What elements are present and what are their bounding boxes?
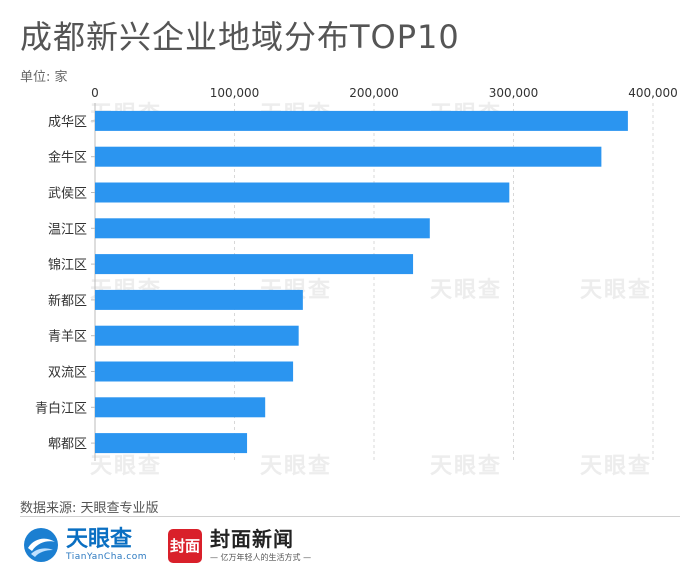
bar bbox=[95, 325, 299, 346]
watermark: 天眼查 bbox=[430, 278, 503, 303]
y-tick-label: 武侯区 bbox=[48, 187, 87, 202]
watermark: 天眼查 bbox=[580, 278, 653, 303]
bar bbox=[95, 110, 628, 131]
watermark: 天眼查 bbox=[90, 454, 163, 479]
y-tick-label: 青白江区 bbox=[35, 400, 87, 416]
bar bbox=[95, 397, 266, 418]
fengmian-logo: 封面 封面新闻 — 亿万年轻人的生活方式 — bbox=[168, 528, 311, 563]
tianyancha-name: 天眼查 bbox=[66, 527, 133, 552]
tianyancha-url: TianYanCha.com bbox=[66, 552, 148, 562]
watermark: 天眼查 bbox=[430, 454, 503, 479]
watermark: 天眼查 bbox=[580, 454, 653, 479]
x-tick-label: 0 bbox=[91, 86, 99, 100]
y-tick-label: 双流区 bbox=[48, 366, 87, 381]
y-tick-label: 金牛区 bbox=[48, 150, 87, 166]
tianyancha-logo: 天眼查 TianYanCha.com bbox=[22, 526, 147, 564]
y-tick-label: 青羊区 bbox=[48, 329, 87, 345]
bar bbox=[95, 146, 602, 167]
y-tick-label: 温江区 bbox=[48, 222, 87, 237]
bar bbox=[95, 254, 414, 275]
unit-label: 单位: 家 bbox=[20, 70, 68, 85]
y-tick-label: 成华区 bbox=[48, 115, 87, 130]
bar bbox=[95, 289, 303, 310]
y-tick-label: 新都区 bbox=[48, 293, 87, 309]
y-tick-label: 锦江区 bbox=[48, 258, 87, 273]
x-tick-label: 200,000 bbox=[349, 86, 399, 100]
tianyancha-logo-icon bbox=[24, 528, 58, 562]
data-source: 数据来源: 天眼查专业版 bbox=[20, 501, 159, 516]
fengmian-badge: 封面 bbox=[168, 528, 202, 563]
x-tick-label: 300,000 bbox=[489, 86, 539, 100]
footer-divider bbox=[20, 516, 680, 517]
bar bbox=[95, 361, 294, 382]
x-tick-label: 100,000 bbox=[210, 86, 260, 100]
chart-title: 成都新兴企业地域分布TOP10 bbox=[20, 18, 460, 56]
x-tick-label: 400,000 bbox=[628, 86, 678, 100]
watermark: 天眼查 bbox=[260, 454, 333, 479]
y-tick-label: 郫都区 bbox=[48, 436, 87, 452]
bar-chart: 0 100,000 200,000 300,000 400,000 成华区金牛区武侯区温江… bbox=[35, 86, 678, 461]
bar bbox=[95, 182, 510, 203]
fengmian-slogan: — 亿万年轻人的生活方式 — bbox=[210, 553, 312, 562]
bar bbox=[95, 433, 248, 454]
fengmian-name: 封面新闻 bbox=[210, 527, 294, 551]
bar bbox=[95, 218, 430, 239]
